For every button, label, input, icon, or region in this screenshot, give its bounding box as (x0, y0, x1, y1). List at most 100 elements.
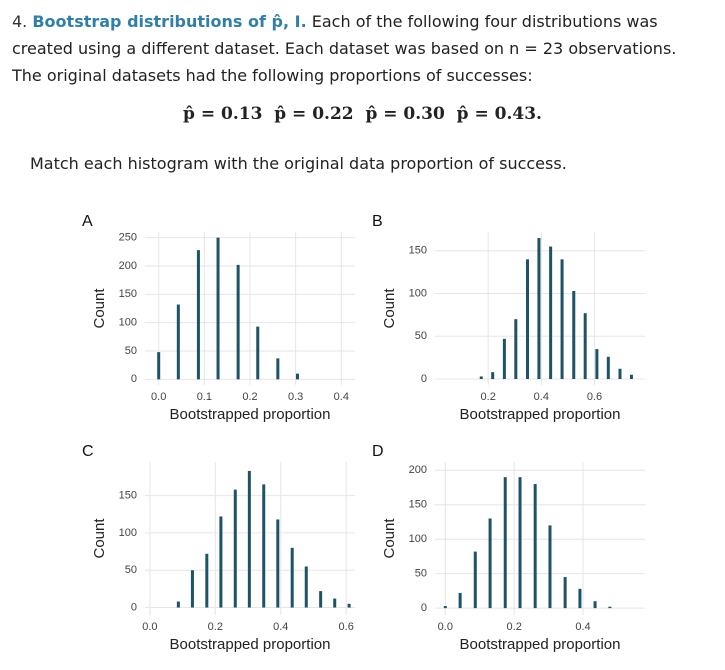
panel-label: D (372, 443, 384, 460)
bar (196, 250, 200, 380)
y-tick-label: 100 (409, 287, 427, 299)
bar (219, 516, 223, 608)
bar (526, 259, 530, 380)
bar (216, 237, 220, 380)
y-tick-label: 50 (125, 564, 137, 576)
bar (333, 598, 337, 608)
panel-label: A (82, 213, 93, 230)
bar (629, 374, 633, 380)
x-tick-label: 0.6 (587, 391, 602, 403)
x-tick-label: 0.4 (534, 391, 549, 403)
histogram: 0 50 100 150 0.0 0.2 0.4 0.6 C Bootstrapped propo… (82, 443, 355, 653)
y-tick-label: 0 (131, 373, 137, 385)
x-tick-label: 0.6 (339, 621, 354, 633)
bar (157, 352, 161, 380)
x-axis-label: Bootstrapped proportion (460, 636, 621, 653)
bar (262, 484, 266, 608)
bar (190, 570, 194, 608)
panel-label: C (82, 443, 94, 460)
histogram: 0 50 100 150 200 0.0 0.2 0.4 D Bootstrapped propo… (372, 443, 645, 653)
x-tick-label: 0.3 (288, 391, 303, 403)
bar (176, 601, 180, 608)
x-tick-label: 0.0 (151, 391, 166, 403)
bar (276, 358, 280, 380)
y-tick-label: 150 (409, 499, 427, 511)
panel-label: B (372, 213, 383, 230)
y-tick-label: 150 (409, 245, 427, 257)
question: 4. Bootstrap distributions of p̂, I. Eac… (12, 8, 702, 89)
bar (608, 606, 612, 609)
y-tick-label: 150 (119, 489, 137, 501)
bar (578, 588, 582, 609)
y-tick-label: 200 (119, 260, 137, 272)
bar (572, 290, 576, 380)
y-tick-label: 100 (119, 527, 137, 539)
y-tick-label: 0 (131, 601, 137, 613)
bar (502, 338, 506, 380)
y-tick-label: 50 (415, 330, 427, 342)
bar (514, 319, 518, 380)
x-tick-label: 0.2 (242, 391, 257, 403)
y-axis-label: Count (381, 518, 398, 559)
y-tick-label: 50 (125, 345, 137, 357)
bar (176, 304, 180, 380)
bar (533, 484, 537, 609)
x-tick-label: 0.0 (438, 621, 453, 633)
y-tick-label: 0 (421, 373, 427, 385)
x-tick-label: 0.4 (575, 621, 590, 633)
question-title: Bootstrap distributions of p̂, I. (32, 12, 307, 31)
x-axis-label: Bootstrapped proportion (170, 406, 331, 423)
question-text: Each of the following four distributions… (12, 12, 677, 85)
bar (548, 525, 552, 609)
histogram: 0 50 100 150 0.2 0.4 0.6 B Bootstrapped proporti… (372, 213, 645, 423)
question-number: 4. (12, 12, 28, 31)
x-tick-label: 0.2 (507, 621, 522, 633)
bar (560, 259, 564, 380)
x-tick-label: 0.0 (142, 621, 157, 633)
y-tick-label: 250 (119, 232, 137, 244)
bar (593, 601, 597, 609)
proportions: p̂ = 0.13 p̂ = 0.22 p̂ = 0.30 p̂ = 0.43. (183, 104, 542, 124)
bar (488, 518, 492, 609)
y-tick-label: 200 (409, 464, 427, 476)
bar (256, 326, 260, 380)
bar (319, 591, 323, 608)
x-axis-label: Bootstrapped proportion (170, 636, 331, 653)
histogram: 0 50 100 150 200 250 0.0 0.1 0.2 0.3 0.4 A Bootstrap… (82, 213, 355, 423)
bar (583, 313, 587, 380)
y-tick-label: 100 (119, 317, 137, 329)
x-tick-label: 0.2 (481, 391, 496, 403)
x-tick-label: 0.4 (334, 391, 349, 403)
y-tick-label: 150 (119, 288, 137, 300)
bar (491, 372, 495, 380)
bar (295, 373, 299, 380)
y-axis-label: Count (381, 288, 398, 329)
bar (443, 606, 447, 609)
bar (595, 349, 599, 380)
instruction: Match each histogram with the original d… (30, 154, 567, 173)
y-tick-label: 100 (409, 533, 427, 545)
x-axis-label: Bootstrapped proportion (460, 406, 621, 423)
bar (304, 566, 308, 608)
bar (479, 376, 483, 380)
bar (290, 547, 294, 608)
x-tick-label: 0.1 (197, 391, 212, 403)
bar (563, 577, 567, 609)
y-axis-label: Count (91, 518, 108, 559)
bar (618, 368, 622, 380)
x-tick-label: 0.2 (208, 621, 223, 633)
bar (518, 477, 522, 609)
x-tick-label: 0.4 (273, 621, 288, 633)
bar (205, 553, 209, 608)
bar (503, 477, 507, 609)
y-axis-label: Count (91, 288, 108, 329)
bar (458, 592, 462, 609)
bar (236, 264, 240, 380)
bar (473, 551, 477, 609)
bar (247, 470, 251, 608)
bar (606, 356, 610, 380)
y-tick-label: 50 (415, 568, 427, 580)
y-tick-label: 0 (421, 602, 427, 614)
bar (347, 603, 351, 608)
